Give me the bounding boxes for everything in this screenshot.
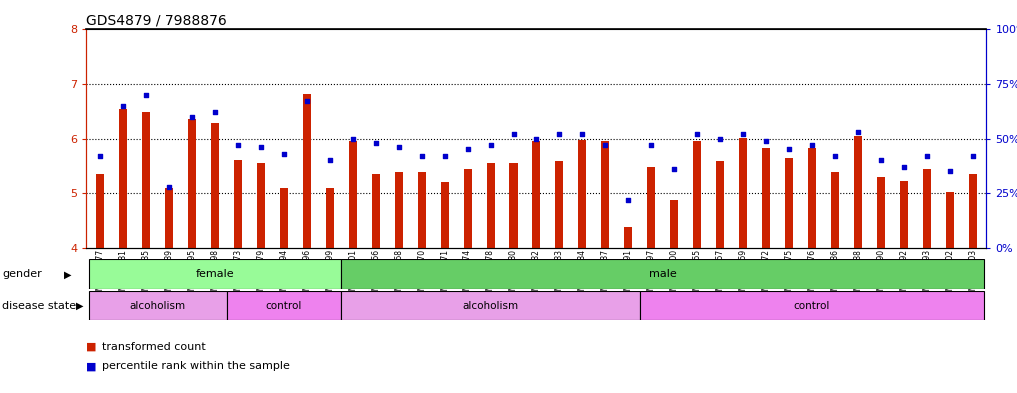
Bar <box>395 173 403 248</box>
Bar <box>342 291 640 320</box>
Point <box>321 157 338 163</box>
Bar <box>877 177 885 248</box>
Bar <box>257 163 265 248</box>
Bar <box>342 259 984 289</box>
Point <box>161 184 177 190</box>
Text: gender: gender <box>2 269 42 279</box>
Bar <box>624 227 633 248</box>
Bar <box>211 123 219 248</box>
Point <box>414 153 430 159</box>
Bar <box>785 158 793 248</box>
Bar <box>922 169 931 248</box>
Bar <box>946 192 954 248</box>
Bar <box>234 160 242 248</box>
Text: percentile rank within the sample: percentile rank within the sample <box>102 361 290 371</box>
Point <box>735 131 752 137</box>
Point <box>482 142 498 148</box>
Bar <box>900 181 908 248</box>
Bar <box>694 141 701 248</box>
Bar <box>601 141 609 248</box>
Point <box>575 131 591 137</box>
Bar <box>227 291 342 320</box>
Point <box>276 151 292 157</box>
Point <box>206 109 223 116</box>
Bar <box>165 187 173 248</box>
Point <box>781 146 797 152</box>
Bar <box>142 112 151 248</box>
Point <box>115 103 131 109</box>
Bar <box>510 163 518 248</box>
Bar <box>716 162 724 248</box>
Bar <box>739 138 747 248</box>
Point <box>345 135 361 141</box>
Point <box>690 131 706 137</box>
Bar <box>579 140 587 248</box>
Bar <box>670 200 678 248</box>
Text: control: control <box>794 301 830 310</box>
Text: transformed count: transformed count <box>102 342 205 352</box>
Bar <box>647 167 655 248</box>
Bar <box>188 119 196 248</box>
Point <box>436 153 453 159</box>
Bar <box>349 141 357 248</box>
Point <box>299 98 315 105</box>
Point <box>529 135 545 141</box>
Bar <box>640 291 984 320</box>
Point <box>873 157 889 163</box>
Point <box>620 196 637 203</box>
Point <box>918 153 935 159</box>
Bar <box>555 162 563 248</box>
Text: ▶: ▶ <box>76 301 83 311</box>
Point <box>712 135 728 141</box>
Bar <box>280 187 288 248</box>
Point <box>758 138 774 144</box>
Text: control: control <box>265 301 302 310</box>
Text: ■: ■ <box>86 361 97 371</box>
Bar <box>97 174 104 248</box>
Point <box>896 164 912 170</box>
Text: ■: ■ <box>86 342 97 352</box>
Point <box>850 129 866 135</box>
Bar <box>303 94 311 248</box>
Point <box>643 142 659 148</box>
Bar <box>762 148 770 248</box>
Point <box>460 146 476 152</box>
Bar <box>440 182 448 248</box>
Point <box>964 153 980 159</box>
Point <box>93 153 109 159</box>
Point <box>942 168 958 174</box>
Text: female: female <box>195 269 234 279</box>
Point <box>597 142 613 148</box>
Bar <box>119 108 127 248</box>
Text: ▶: ▶ <box>64 269 71 279</box>
Bar <box>418 173 426 248</box>
Bar <box>969 174 976 248</box>
Text: alcoholism: alcoholism <box>463 301 519 310</box>
Bar <box>464 169 472 248</box>
Bar <box>88 291 227 320</box>
Text: disease state: disease state <box>2 301 76 311</box>
Point <box>138 92 155 98</box>
Point <box>230 142 246 148</box>
Point <box>827 153 843 159</box>
Point <box>253 144 270 151</box>
Bar <box>325 187 334 248</box>
Text: male: male <box>649 269 676 279</box>
Text: GDS4879 / 7988876: GDS4879 / 7988876 <box>86 14 227 28</box>
Bar <box>486 163 494 248</box>
Bar <box>807 148 816 248</box>
Point <box>803 142 820 148</box>
Bar <box>372 174 379 248</box>
Bar <box>533 141 540 248</box>
Text: alcoholism: alcoholism <box>129 301 186 310</box>
Bar <box>831 173 839 248</box>
Point <box>551 131 567 137</box>
Point <box>505 131 522 137</box>
Bar <box>88 259 342 289</box>
Point <box>367 140 383 146</box>
Point <box>666 166 682 172</box>
Point <box>391 144 407 151</box>
Bar <box>854 136 862 248</box>
Point <box>184 114 200 120</box>
